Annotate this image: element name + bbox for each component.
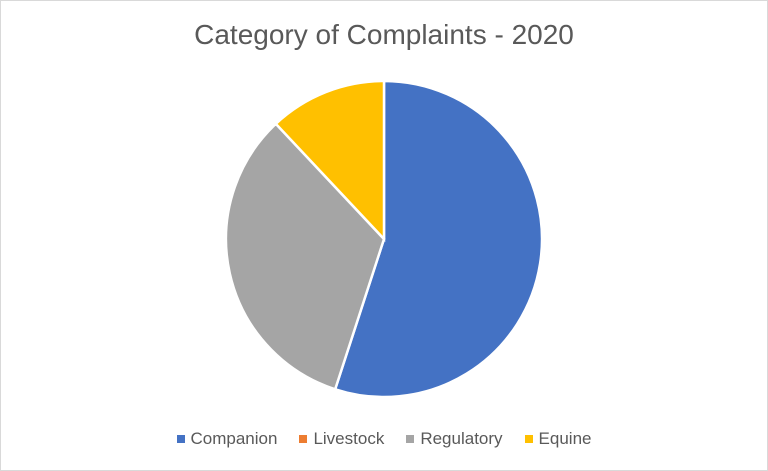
legend-label: Companion xyxy=(190,429,278,448)
legend-item-companion: Companion xyxy=(176,429,278,449)
legend-swatch xyxy=(299,435,308,443)
legend: Companion Livestock Regulatory Equine xyxy=(1,429,767,449)
legend-swatch xyxy=(406,435,415,443)
legend-swatch xyxy=(524,435,533,443)
legend-label: Equine xyxy=(538,429,592,448)
legend-label: Regulatory xyxy=(420,429,503,448)
pie-slice-companion xyxy=(333,79,544,399)
legend-item-regulatory: Regulatory xyxy=(406,429,503,449)
pie-slice-equine xyxy=(274,79,386,243)
legend-swatch xyxy=(176,435,185,443)
legend-item-livestock: Livestock xyxy=(299,429,384,449)
pie-slice-regulatory xyxy=(224,122,386,391)
legend-label: Livestock xyxy=(313,429,385,448)
legend-item-equine: Equine xyxy=(524,429,592,449)
chart-title: Category of Complaints - 2020 xyxy=(194,19,574,50)
